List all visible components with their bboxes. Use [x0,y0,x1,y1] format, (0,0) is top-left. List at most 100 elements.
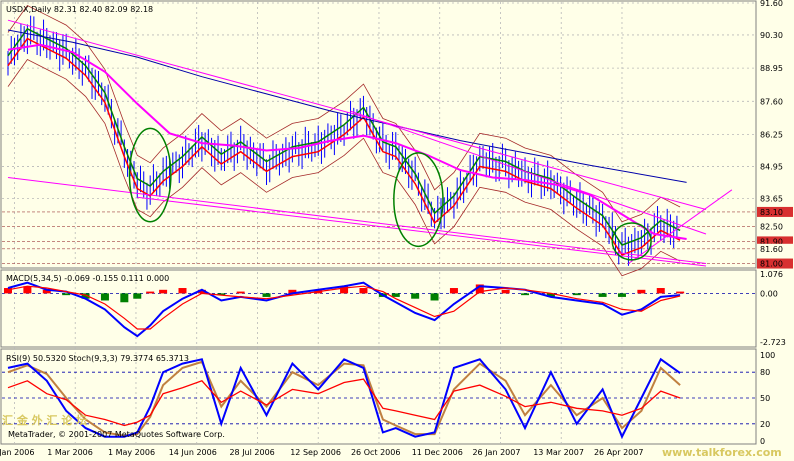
trend-line [350,110,707,235]
macd-histogram-bar [23,286,32,294]
price-tick-label: 84.95 [760,162,783,171]
x-tick-label: 31 Jan 2006 [0,448,34,457]
macd-histogram-bar [411,293,420,299]
level-label: 81.00 [760,260,783,269]
x-tick-label: 28 Jul 2006 [229,448,274,457]
macd-histogram-bar [217,293,226,296]
highlight-circle [393,152,444,248]
x-tick-label: 26 Apr 2007 [594,448,643,457]
macd-histogram-bar [572,293,581,296]
macd-line [7,281,681,338]
site-mark: www.talkforex.com [662,446,782,459]
price-tick-label: 87.60 [760,97,783,106]
rsi-tick-label: 100 [760,351,775,360]
trend-line [7,177,707,264]
trend-line [137,196,707,267]
rsi-line [7,378,681,427]
level-label: 83.10 [760,208,783,217]
bollinger-upper [7,4,681,223]
level-label-box [757,236,793,247]
highlight-circle [128,127,172,223]
level-label-box [757,221,793,232]
macd-signal-line [7,285,681,330]
mid-ma-line [7,27,681,247]
stoch-main-line [7,357,681,440]
macd-histogram-bar [197,289,206,294]
x-tick-label: 26 Oct 2006 [351,448,400,457]
rsi-panel-frame [0,348,757,445]
macd-histogram-bar [81,293,90,299]
price-tick-label: 88.95 [760,64,783,73]
x-tick-label: 26 Jan 2007 [472,448,520,457]
macd-histogram-bar [391,293,400,297]
macd-histogram-bar [676,291,685,294]
level-label: 81.60 [760,245,783,254]
rsi-tick-label: 50 [760,394,770,403]
macd-histogram-bar [146,291,155,294]
rsi-panel [7,357,681,440]
macd-panel [4,281,685,338]
macd-panel-frame [0,269,757,348]
trend-line [628,189,733,264]
macd-histogram-bar [236,291,245,294]
highlight-circle [611,222,652,261]
macd-histogram-bar [178,288,187,294]
macd-histogram-bar [501,289,510,294]
macd-histogram-bar [617,293,626,297]
x-tick-label: 11 Dec 2006 [412,448,463,457]
rsi-tick-label: 80 [760,368,770,377]
magenta-ma-line [7,43,687,240]
price-panel [2,4,756,277]
blue-ma-line [7,29,687,183]
bollinger-lower [7,58,681,277]
macd-histogram-bar [288,289,297,294]
macd-histogram-bar [359,288,368,294]
macd-histogram-bar [42,289,51,294]
price-tick-label: 90.30 [760,31,783,40]
macd-tick-label: 0.00 [760,289,778,298]
macd-tick-label: -2.723 [760,338,786,347]
macd-histogram-bar [133,293,142,299]
level-label-box [757,258,793,269]
x-tick-label: 1 Mar 2006 [47,448,93,457]
level-label-box [757,206,793,217]
level-label: 82.50 [760,223,783,232]
macd-tick-label: 1.076 [760,270,783,279]
level-label: 81.90 [760,237,783,246]
price-tick-label: 83.65 [760,194,783,203]
macd-histogram-bar [100,293,109,301]
watermark-chinese: 汇 金 外 汇 论 坛 [2,413,87,427]
fast-ma-line [7,37,681,256]
macd-histogram-bar [430,293,439,301]
macd-histogram-bar [546,293,555,297]
price-tick-label: 86.25 [760,131,783,140]
x-tick-label: 1 May 2006 [108,448,155,457]
macd-histogram-bar [475,284,484,294]
macd-title: MACD(5,34,5) -0.069 -0.155 0.111 0.000 [6,274,169,283]
macd-histogram-bar [449,288,458,294]
macd-histogram-bar [340,286,349,294]
price-panel-frame [0,0,757,269]
macd-histogram-bar [598,293,607,297]
macd-histogram-bar [4,288,12,294]
price-title: USDX,Daily 82.31 82.40 82.09 82.18 [6,5,153,14]
macd-histogram-bar [521,293,530,296]
x-tick-label: 14 Jun 2006 [169,448,217,457]
macd-histogram-bar [656,288,665,294]
copyright-text: MetaTrader, © 2001-2007 MetaQuotes Softw… [8,430,225,439]
x-tick-label: 12 Sep 2006 [290,448,341,457]
rsi-tick-label: 0 [760,437,765,446]
x-tick-label: 13 Mar 2007 [533,448,584,457]
macd-histogram-bar [262,293,271,297]
rsi-tick-label: 20 [760,420,770,429]
macd-histogram-bar [637,289,646,294]
trend-line [7,19,707,210]
macd-histogram-bar [159,289,168,294]
macd-histogram-bar [62,293,71,296]
level-label-box [757,243,793,254]
rsi-title: RSI(9) 50.5320 Stoch(9,3,3) 79.3774 65.3… [6,354,189,363]
price-tick-label: 91.60 [760,0,783,8]
macd-histogram-bar [120,293,129,303]
